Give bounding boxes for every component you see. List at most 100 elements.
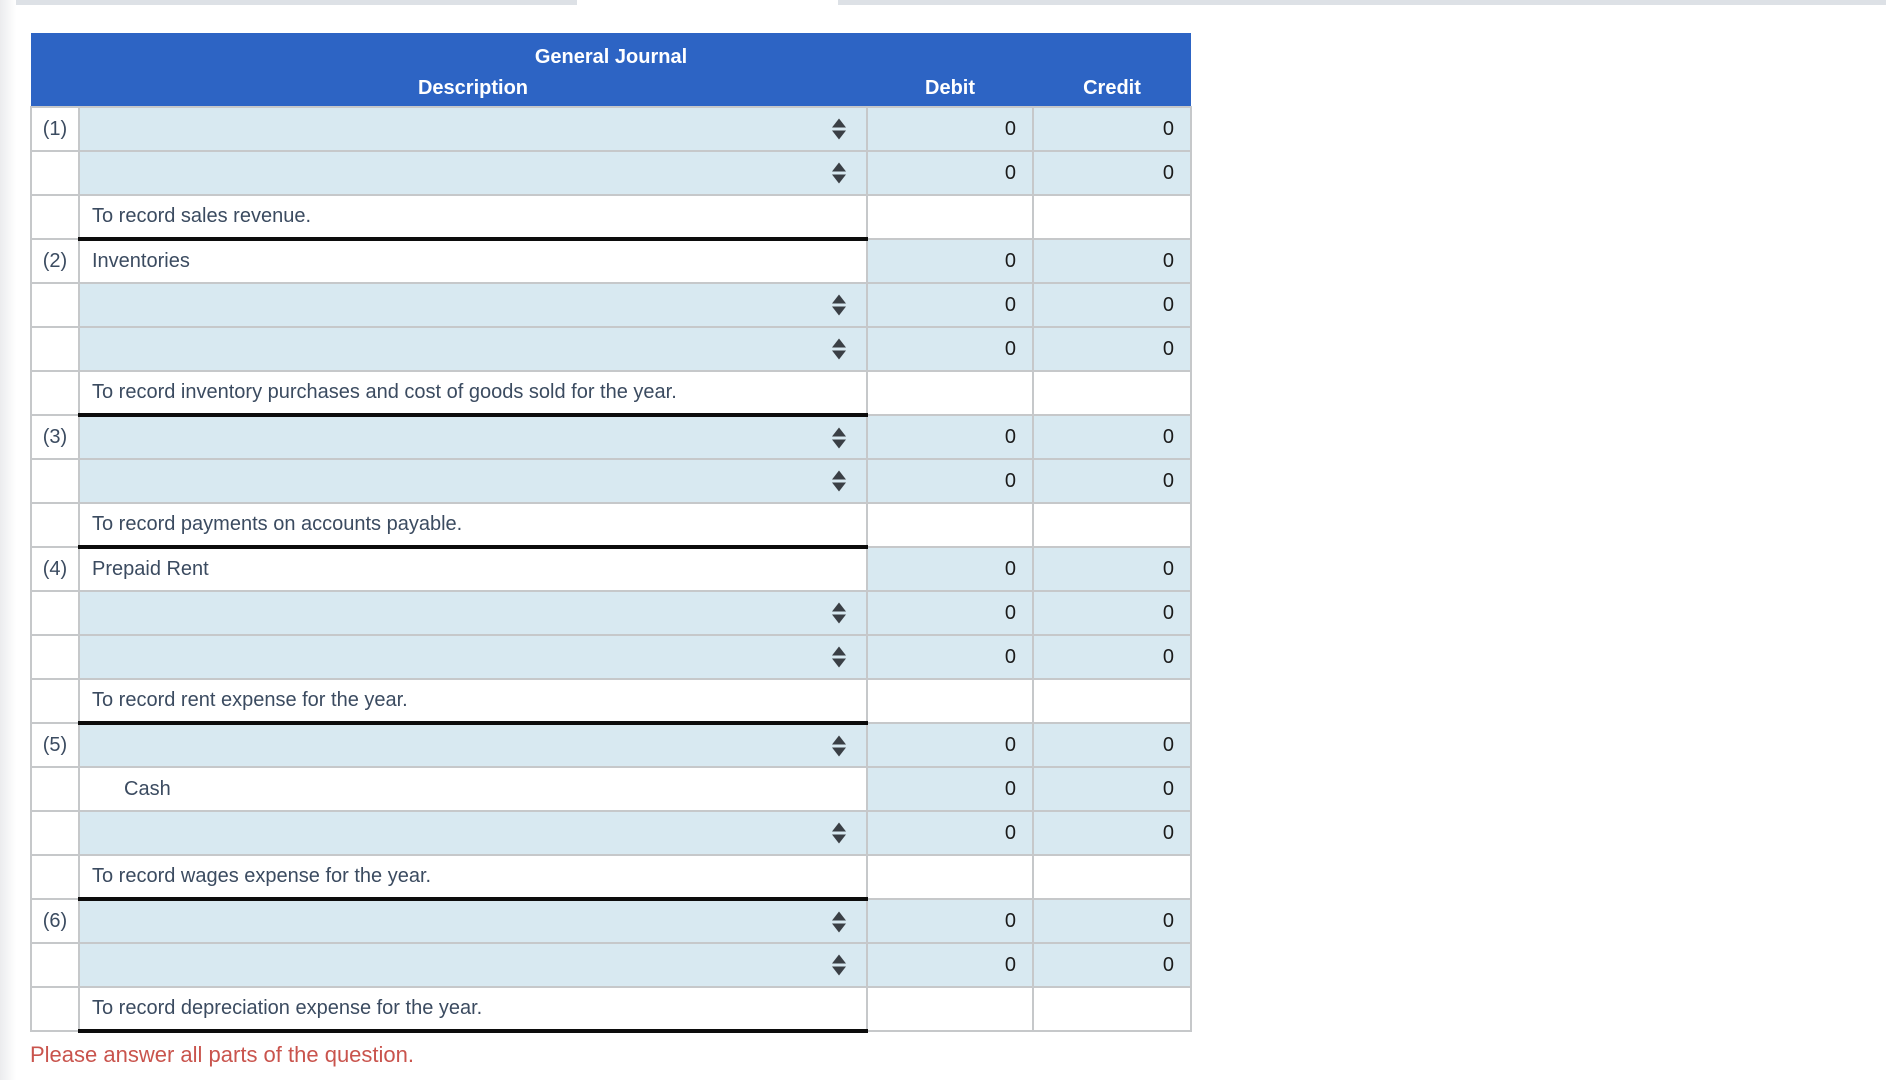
credit-cell[interactable]: 0 (1031, 766, 1193, 812)
debit-cell[interactable]: 0 (866, 326, 1034, 372)
journal-body: (1) 0 0 0 0 To record sales revenue. (2) Invent… (30, 106, 1193, 1033)
journal-row: (1) 0 0 (30, 106, 1193, 152)
row-number (30, 942, 80, 988)
debit-cell (866, 854, 1034, 900)
updown-arrow-icon (832, 822, 846, 844)
memo-cell: To record rent expense for the year. (78, 678, 868, 725)
row-number (30, 282, 80, 328)
credit-cell[interactable]: 0 (1031, 634, 1193, 680)
journal-header: General Journal Description Debit Credit (31, 33, 1192, 107)
account-select-cell[interactable] (78, 150, 868, 196)
credit-cell[interactable]: 0 (1031, 590, 1193, 636)
debit-cell[interactable]: 0 (866, 766, 1034, 812)
credit-cell[interactable]: 0 (1031, 414, 1193, 460)
credit-cell[interactable]: 0 (1031, 458, 1193, 504)
row-number (30, 502, 80, 548)
debit-cell[interactable]: 0 (866, 150, 1034, 196)
row-number (30, 810, 80, 856)
debit-cell[interactable]: 0 (866, 546, 1034, 592)
debit-cell[interactable]: 0 (866, 106, 1034, 152)
account-select-cell[interactable] (78, 810, 868, 856)
credit-cell[interactable]: 0 (1031, 898, 1193, 944)
updown-arrow-icon (832, 338, 846, 360)
credit-cell (1031, 678, 1193, 724)
row-number (30, 150, 80, 196)
debit-cell[interactable]: 0 (866, 458, 1034, 504)
journal-row: To record payments on accounts payable. (30, 502, 1193, 549)
credit-cell[interactable]: 0 (1031, 282, 1193, 328)
updown-arrow-icon (832, 911, 846, 932)
row-number (30, 766, 80, 812)
account-given-cell: Prepaid Rent (78, 546, 868, 592)
journal-row: (5) 0 0 (30, 722, 1193, 768)
journal-row: Cash 0 0 (30, 766, 1193, 812)
memo-cell: To record payments on accounts payable. (78, 502, 868, 549)
journal-row: To record wages expense for the year. (30, 854, 1193, 901)
account-given-cell: Cash (78, 766, 868, 812)
journal-row: To record depreciation expense for the y… (30, 986, 1193, 1033)
row-number (30, 678, 80, 724)
credit-cell[interactable]: 0 (1031, 722, 1193, 768)
journal-title: General Journal (31, 33, 1192, 73)
account-select-cell[interactable] (78, 722, 868, 768)
debit-cell[interactable]: 0 (866, 414, 1034, 460)
row-number (30, 326, 80, 372)
account-given-cell: Inventories (78, 238, 868, 284)
row-number: (4) (30, 546, 80, 592)
debit-cell[interactable]: 0 (866, 634, 1034, 680)
updown-arrow-icon (832, 954, 846, 976)
debit-cell[interactable]: 0 (866, 898, 1034, 944)
account-select-cell[interactable] (78, 414, 868, 460)
credit-cell (1031, 502, 1193, 548)
column-header-description: Description (79, 73, 867, 107)
row-number (30, 458, 80, 504)
row-number (30, 194, 80, 240)
row-number (30, 854, 80, 900)
debit-cell[interactable]: 0 (866, 238, 1034, 284)
top-edge-strip (0, 0, 1886, 5)
credit-cell[interactable]: 0 (1031, 810, 1193, 856)
memo-cell: To record inventory purchases and cost o… (78, 370, 868, 417)
account-select-cell[interactable] (78, 898, 868, 944)
journal-row: (3) 0 0 (30, 414, 1193, 460)
debit-cell[interactable]: 0 (866, 942, 1034, 988)
debit-cell (866, 678, 1034, 724)
account-select-cell[interactable] (78, 326, 868, 372)
account-select-cell[interactable] (78, 458, 868, 504)
debit-cell[interactable]: 0 (866, 282, 1034, 328)
top-edge-strip-gap (577, 0, 838, 5)
journal-row: (2) Inventories 0 0 (30, 238, 1193, 284)
warning-message: Please answer all parts of the question. (30, 1042, 415, 1067)
debit-cell[interactable]: 0 (866, 810, 1034, 856)
credit-cell[interactable]: 0 (1031, 106, 1193, 152)
credit-cell[interactable]: 0 (1031, 546, 1193, 592)
account-select-cell[interactable] (78, 634, 868, 680)
debit-cell (866, 986, 1034, 1032)
column-header-credit: Credit (1033, 73, 1192, 107)
updown-arrow-icon (832, 427, 846, 448)
memo-cell: To record sales revenue. (78, 194, 868, 241)
updown-arrow-icon (832, 646, 846, 668)
account-select-cell[interactable] (78, 106, 868, 152)
row-number (30, 986, 80, 1032)
debit-cell[interactable]: 0 (866, 722, 1034, 768)
row-number: (2) (30, 238, 80, 284)
credit-cell[interactable]: 0 (1031, 942, 1193, 988)
row-number: (3) (30, 414, 80, 460)
credit-cell[interactable]: 0 (1031, 326, 1193, 372)
updown-arrow-icon (832, 162, 846, 184)
account-select-cell[interactable] (78, 282, 868, 328)
account-select-cell[interactable] (78, 942, 868, 988)
credit-cell[interactable]: 0 (1031, 238, 1193, 284)
account-select-cell[interactable] (78, 590, 868, 636)
updown-arrow-icon (832, 602, 846, 624)
column-header-number (31, 73, 79, 107)
column-header-debit: Debit (867, 73, 1033, 107)
credit-cell[interactable]: 0 (1031, 150, 1193, 196)
debit-cell (866, 370, 1034, 416)
debit-cell[interactable]: 0 (866, 590, 1034, 636)
